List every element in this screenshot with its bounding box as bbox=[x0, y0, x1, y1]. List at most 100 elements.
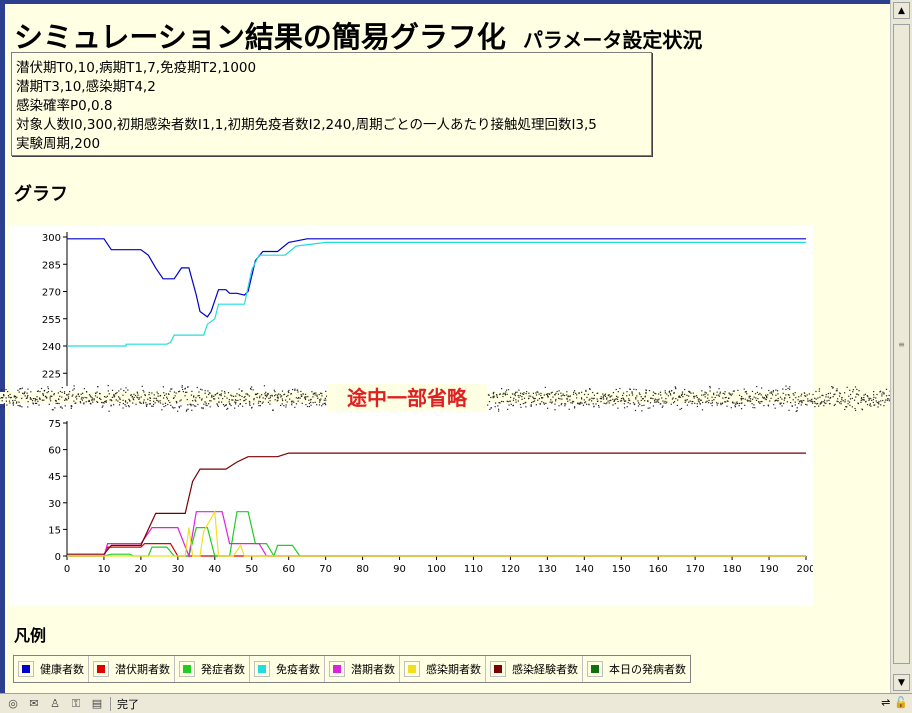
tear-speck bbox=[142, 389, 144, 392]
tear-speck bbox=[546, 393, 549, 395]
tear-speck bbox=[306, 405, 309, 408]
tear-speck bbox=[808, 393, 810, 395]
mail-icon[interactable]: ✉ bbox=[29, 697, 39, 710]
tear-speck bbox=[291, 404, 293, 406]
tear-speck bbox=[785, 394, 787, 396]
tear-speck bbox=[765, 398, 767, 401]
tear-speck bbox=[674, 386, 676, 388]
up-arrow-icon: ▲ bbox=[898, 5, 905, 16]
tear-speck bbox=[517, 394, 519, 397]
tear-speck bbox=[164, 394, 166, 397]
tear-speck bbox=[148, 391, 150, 394]
tear-speck bbox=[840, 403, 842, 405]
page-icon[interactable]: ▤ bbox=[91, 697, 103, 710]
tear-speck bbox=[765, 395, 768, 397]
tear-speck bbox=[290, 393, 293, 395]
tear-speck bbox=[533, 398, 535, 400]
parameter-line: 潜伏期T0,10,病期T1,7,免疫期T2,1000 bbox=[16, 60, 257, 76]
tear-speck bbox=[297, 391, 299, 393]
tear-speck bbox=[854, 386, 857, 388]
window-frame-left bbox=[0, 0, 5, 693]
tear-speck bbox=[73, 388, 75, 390]
tear-speck bbox=[788, 409, 790, 411]
globe-icon[interactable]: ◎ bbox=[8, 697, 18, 710]
tear-speck bbox=[500, 400, 503, 403]
tear-speck bbox=[487, 394, 490, 396]
legend-label: 潜期者数 bbox=[351, 663, 395, 676]
tear-speck bbox=[308, 402, 311, 405]
tear-speck bbox=[772, 390, 774, 392]
tear-speck bbox=[318, 393, 320, 396]
tear-speck bbox=[818, 388, 821, 390]
tear-speck bbox=[715, 402, 718, 404]
tear-speck bbox=[821, 394, 823, 396]
tear-speck bbox=[844, 408, 846, 411]
tear-speck bbox=[18, 391, 20, 393]
tear-speck bbox=[645, 392, 647, 394]
tear-speck bbox=[771, 392, 773, 394]
tear-speck bbox=[67, 396, 70, 398]
tear-speck bbox=[130, 394, 132, 397]
tear-speck bbox=[662, 400, 664, 402]
tear-speck bbox=[807, 400, 809, 402]
tear-speck bbox=[1, 397, 3, 399]
tear-speck bbox=[578, 402, 580, 404]
tear-speck bbox=[671, 398, 674, 400]
tear-speck bbox=[105, 396, 107, 398]
tear-speck bbox=[753, 396, 755, 398]
vertical-scrollbar[interactable]: ▲ ≡ ▼ bbox=[890, 0, 912, 693]
tear-speck bbox=[885, 399, 887, 401]
omission-label: 途中一部省略 bbox=[347, 386, 468, 410]
tear-speck bbox=[99, 397, 101, 400]
tear-speck bbox=[628, 399, 630, 402]
tear-speck bbox=[532, 392, 535, 394]
tear-speck bbox=[628, 394, 631, 396]
tear-speck bbox=[9, 402, 11, 404]
tear-speck bbox=[20, 387, 22, 390]
x-tick-label: 150 bbox=[612, 564, 631, 575]
tear-speck bbox=[652, 397, 654, 400]
tear-speck bbox=[31, 399, 34, 402]
tear-speck bbox=[731, 393, 733, 395]
tear-speck bbox=[191, 409, 193, 411]
tear-speck bbox=[6, 404, 8, 406]
key-icon[interactable]: ⚿ bbox=[71, 696, 81, 710]
user-icon[interactable]: ♙ bbox=[50, 697, 60, 710]
scroll-up-button[interactable]: ▲ bbox=[893, 2, 910, 19]
tear-speck bbox=[15, 402, 18, 404]
tear-speck bbox=[522, 402, 524, 405]
tear-speck bbox=[298, 397, 300, 399]
tear-speck bbox=[295, 397, 297, 399]
tear-speck bbox=[741, 397, 743, 400]
tear-speck bbox=[748, 395, 750, 397]
tear-speck bbox=[744, 404, 746, 406]
tear-speck bbox=[654, 401, 656, 403]
tear-speck bbox=[775, 394, 777, 396]
tear-speck bbox=[662, 405, 664, 407]
tear-speck bbox=[171, 388, 173, 390]
scroll-down-button[interactable]: ▼ bbox=[893, 674, 910, 691]
tear-speck bbox=[49, 398, 51, 400]
tear-speck bbox=[499, 393, 501, 395]
tear-speck bbox=[97, 401, 99, 404]
tear-speck bbox=[614, 398, 616, 401]
tear-speck bbox=[316, 394, 318, 396]
tear-speck bbox=[75, 395, 78, 397]
tear-speck bbox=[66, 399, 68, 401]
tear-speck bbox=[69, 390, 71, 393]
tear-speck bbox=[809, 400, 811, 402]
tear-speck bbox=[146, 403, 148, 406]
tear-speck bbox=[831, 385, 833, 388]
tear-speck bbox=[323, 399, 325, 401]
tear-speck bbox=[761, 396, 764, 398]
tear-speck bbox=[586, 396, 588, 399]
tear-speck bbox=[258, 405, 260, 407]
tear-speck bbox=[816, 402, 819, 405]
tear-speck bbox=[657, 401, 660, 403]
scroll-thumb[interactable]: ≡ bbox=[893, 24, 910, 664]
tear-speck bbox=[170, 404, 172, 406]
tear-speck bbox=[151, 405, 153, 407]
tear-speck bbox=[843, 392, 846, 394]
tear-speck bbox=[704, 391, 706, 393]
series-line bbox=[67, 511, 806, 558]
